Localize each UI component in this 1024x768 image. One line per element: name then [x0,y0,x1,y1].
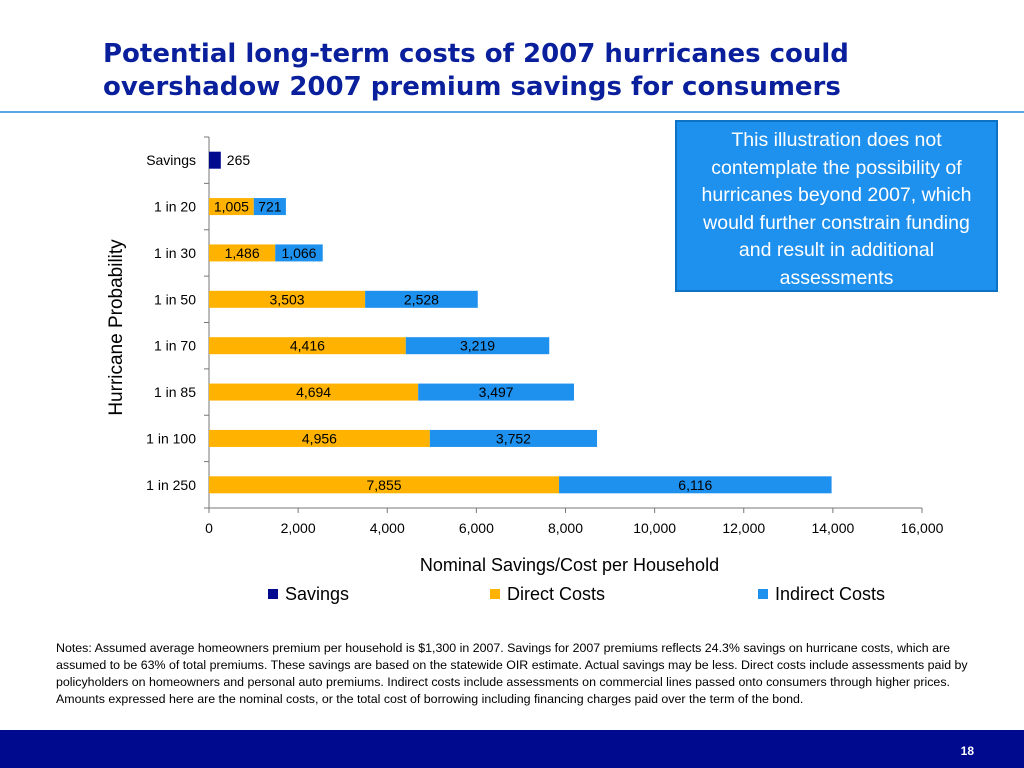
bar-indirect-costs [418,383,575,401]
y-axis-title: Hurricane Probability [106,239,127,416]
bar-direct-costs [209,429,430,447]
data-label: 6,116 [678,477,712,493]
x-tick-label: 0 [205,520,213,536]
data-label: 721 [258,199,282,215]
data-label: 2,528 [404,291,439,307]
title-line-1: Potential long-term costs of 2007 hurric… [103,39,849,69]
bar-indirect-costs [253,198,286,216]
data-label: 1,005 [214,199,249,215]
data-label: 4,416 [290,338,325,354]
bar-indirect-costs [275,244,323,262]
bar-direct-costs [209,476,560,494]
legend-swatch [758,589,768,599]
category-label: 1 in 70 [154,338,196,354]
data-label: 4,694 [296,384,331,400]
bar-indirect-costs [405,337,550,355]
category-label: 1 in 100 [146,430,196,446]
title-divider [0,111,1024,113]
bar-indirect-costs [559,476,832,494]
data-label: 3,497 [479,384,514,400]
data-label: 265 [227,152,251,168]
category-label: Savings [146,152,196,168]
callout-box: This illustration does not contemplate t… [675,120,998,292]
footer-bar: 18 [0,730,1024,768]
page-number: 18 [960,744,974,758]
notes-text: Notes: Assumed average homeowners premiu… [56,641,968,706]
legend-swatch [268,589,278,599]
category-label: 1 in 20 [154,199,196,215]
legend-swatch [490,589,500,599]
data-label: 3,752 [496,430,531,446]
category-label: 1 in 30 [154,245,196,261]
bar-direct-costs [209,383,419,401]
bar-direct-costs [209,337,406,355]
x-tick-label: 2,000 [281,520,316,536]
category-label: 1 in 250 [146,477,196,493]
data-label: 1,066 [281,245,316,261]
x-tick-label: 10,000 [633,520,676,536]
stacked-bar-chart: 0 2,000 4,000 6,000 8,000 10,000 12,000 14,000 1… [106,136,944,604]
x-tick-label: 4,000 [370,520,405,536]
bar-direct-costs [209,198,254,216]
title-line-2: overshadow 2007 premium savings for cons… [103,72,841,102]
bar-direct-costs [209,290,366,308]
x-tick-label: 6,000 [459,520,494,536]
legend-label: Direct Costs [507,584,605,604]
bar-savings [209,151,221,169]
category-label: 1 in 50 [154,291,196,307]
category-label: 1 in 85 [154,384,196,400]
x-tick-label: 8,000 [548,520,583,536]
bar-indirect-costs [365,290,478,308]
x-axis-title: Nominal Savings/Cost per Household [420,555,719,575]
x-tick-label: 14,000 [811,520,854,536]
data-label: 7,855 [366,477,401,493]
data-label: 1,486 [225,245,260,261]
legend-label: Indirect Costs [775,584,885,604]
bar-indirect-costs [429,429,598,447]
data-label: 3,503 [270,291,305,307]
x-tick-label: 12,000 [722,520,765,536]
slide-title: Potential long-term costs of 2007 hurric… [103,38,963,104]
bar-direct-costs [209,244,276,262]
data-label: 3,219 [460,338,495,354]
data-label: 4,956 [302,430,337,446]
x-tick-label: 16,000 [901,520,944,536]
legend-label: Savings [285,584,349,604]
